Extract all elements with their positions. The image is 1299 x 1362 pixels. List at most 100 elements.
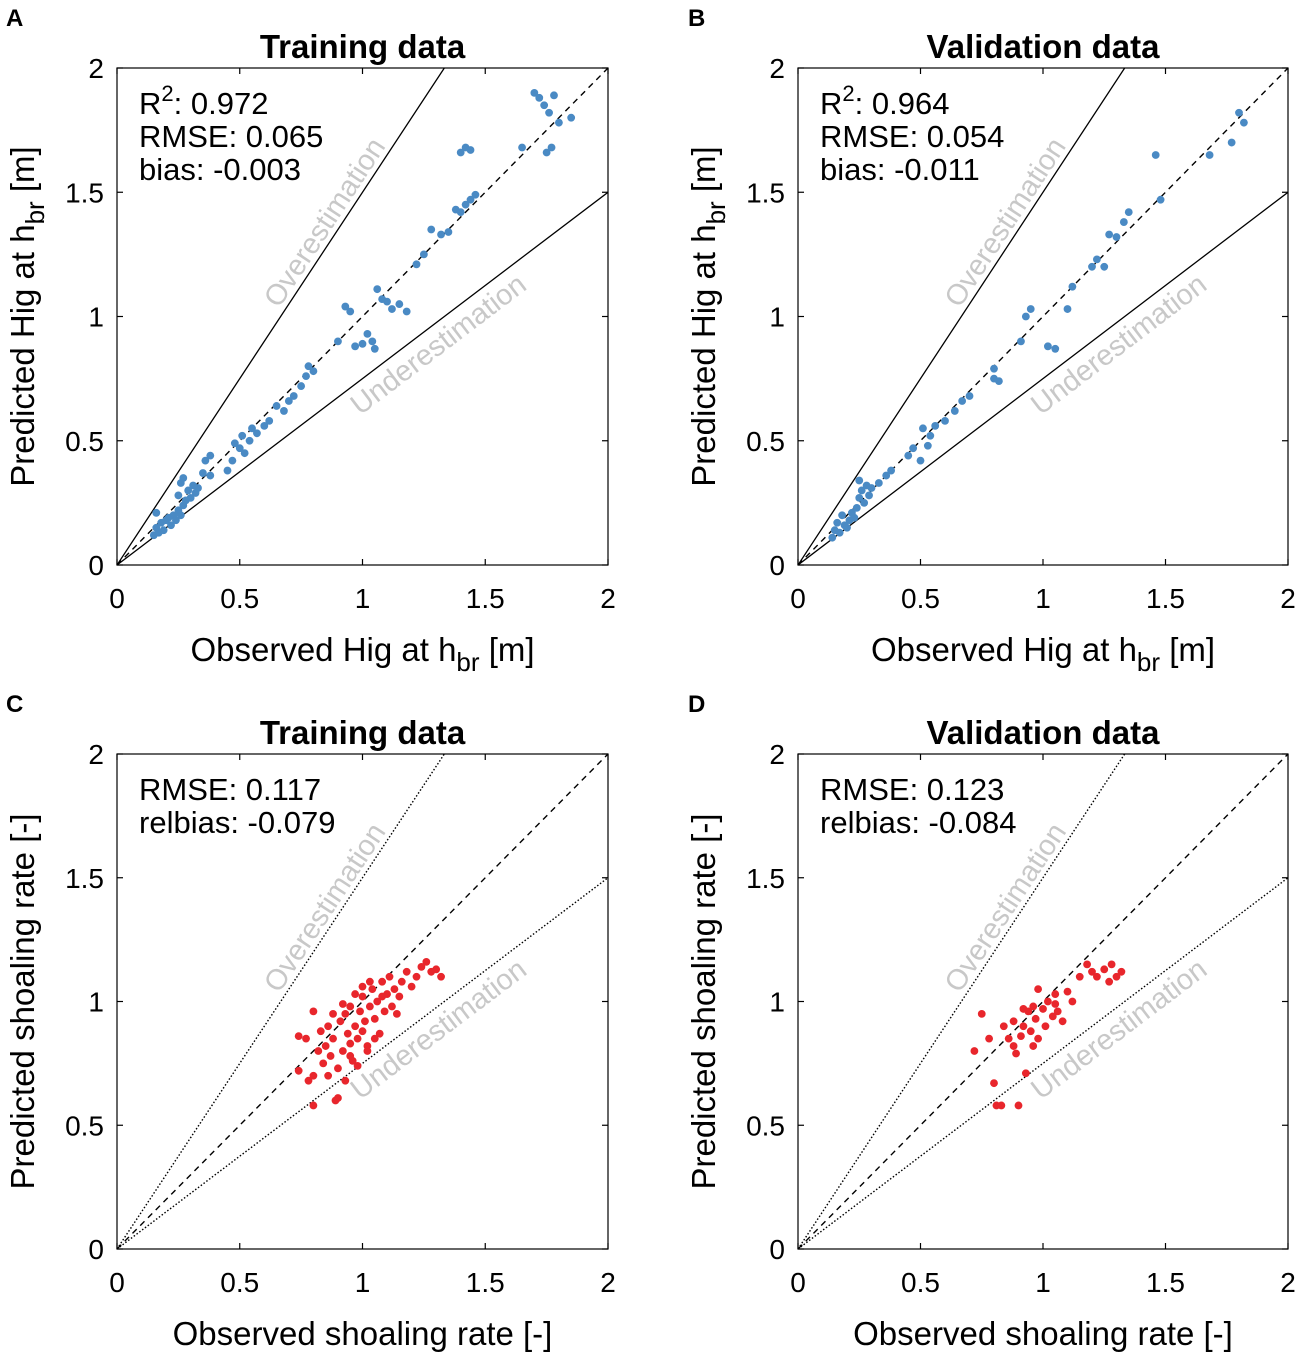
x-axis-label-sub: br <box>1137 647 1160 677</box>
data-point <box>230 439 239 448</box>
data-point <box>201 456 210 465</box>
data-point <box>297 382 306 390</box>
data-point <box>324 1071 333 1080</box>
data-point <box>941 416 949 425</box>
x-tick-label: 0.5 <box>901 1267 940 1298</box>
data-point <box>990 364 998 373</box>
data-point <box>385 972 394 981</box>
data-point <box>950 407 959 415</box>
x-tick-label: 2 <box>1280 583 1296 614</box>
data-point <box>294 1032 303 1041</box>
stat-line: relbias: -0.084 <box>820 805 1016 840</box>
stat-text: RMSE: 0.065 <box>139 119 323 154</box>
data-point <box>1044 997 1052 1006</box>
overestimation-line <box>117 68 445 565</box>
data-point <box>1068 282 1077 291</box>
data-point <box>1012 1049 1020 1058</box>
data-point <box>304 362 313 371</box>
data-point <box>471 190 480 199</box>
data-point <box>388 305 396 313</box>
data-point <box>1017 337 1025 346</box>
data-point <box>1119 218 1128 226</box>
reference-lines <box>117 68 608 565</box>
data-point <box>412 260 421 269</box>
data-point <box>336 1017 345 1026</box>
data-point <box>395 992 404 1001</box>
data-point <box>542 148 551 157</box>
x-tick-label: 2 <box>600 1267 616 1298</box>
y-axis-label: Predicted Hig at hbr [m] <box>685 146 731 486</box>
data-point <box>1026 305 1035 313</box>
y-tick-label: 0.5 <box>65 426 104 457</box>
stat-line: relbias: -0.079 <box>139 805 335 840</box>
data-point <box>437 972 445 981</box>
y-tick-label: 1 <box>769 987 785 1018</box>
y-axis-label-sub: br <box>701 201 731 224</box>
data-point <box>346 1052 355 1060</box>
underestimation-line <box>798 877 1288 1249</box>
data-point <box>1063 305 1072 313</box>
data-point <box>351 990 360 998</box>
data-point <box>865 491 873 500</box>
panel-title: Training data <box>260 714 466 751</box>
data-point <box>358 982 367 991</box>
stat-text: RMSE: 0.117 <box>139 772 321 807</box>
data-point <box>997 1101 1006 1110</box>
data-point <box>341 302 350 311</box>
data-point <box>1031 1014 1040 1023</box>
data-point <box>1105 230 1114 239</box>
x-axis-label-main: Observed shoaling rate [-] <box>173 1315 553 1352</box>
data-point <box>240 449 249 458</box>
data-point <box>378 977 387 986</box>
data-point <box>368 985 377 994</box>
data-point <box>999 1022 1008 1031</box>
data-point <box>152 508 161 517</box>
y-tick-label: 1 <box>88 302 104 333</box>
y-axis-label-main: Predicted Hig at h <box>685 224 722 486</box>
data-point <box>916 456 925 465</box>
data-point <box>392 1009 401 1018</box>
data-point <box>370 1034 379 1043</box>
data-point <box>1034 1034 1042 1043</box>
data-point <box>1021 312 1030 321</box>
x-tick-label: 2 <box>1280 1267 1296 1298</box>
reference-lines <box>798 68 1288 565</box>
y-tick-label: 0 <box>769 550 785 581</box>
y-tick-label: 0 <box>769 1234 785 1265</box>
data-point <box>1240 118 1248 127</box>
y-tick-label: 0.5 <box>65 1110 104 1141</box>
panel-title: Validation data <box>927 28 1161 65</box>
underestimation-line <box>798 191 1288 565</box>
data-point <box>329 1009 337 1018</box>
data-point <box>432 965 441 974</box>
x-tick-label: 1 <box>1035 1267 1051 1298</box>
data-point <box>456 148 465 157</box>
data-point <box>375 1029 384 1038</box>
x-tick-label: 0.5 <box>220 583 259 614</box>
data-point <box>223 466 232 475</box>
panel-letter: A <box>6 5 23 32</box>
data-point <box>555 118 563 127</box>
data-point <box>174 491 183 500</box>
data-point <box>985 1034 993 1043</box>
data-point <box>176 511 185 520</box>
data-point <box>206 451 215 460</box>
y-axis-label: Predicted shoaling rate [-] <box>4 813 41 1189</box>
data-point <box>1019 1005 1028 1013</box>
y-axis-label-unit: [m] <box>685 146 722 201</box>
data-point <box>1017 1032 1025 1041</box>
data-point <box>368 337 377 346</box>
stat-value: : 0.972 <box>174 86 269 121</box>
data-point <box>427 225 436 234</box>
data-point <box>535 93 544 102</box>
x-tick-label: 0.5 <box>220 1267 259 1298</box>
data-point <box>260 421 269 430</box>
data-point <box>843 523 851 532</box>
data-point <box>309 1007 318 1016</box>
underestimation-line <box>117 877 608 1249</box>
data-point <box>365 977 374 986</box>
data-point <box>395 300 404 308</box>
data-point <box>402 307 411 316</box>
data-point <box>238 431 247 440</box>
